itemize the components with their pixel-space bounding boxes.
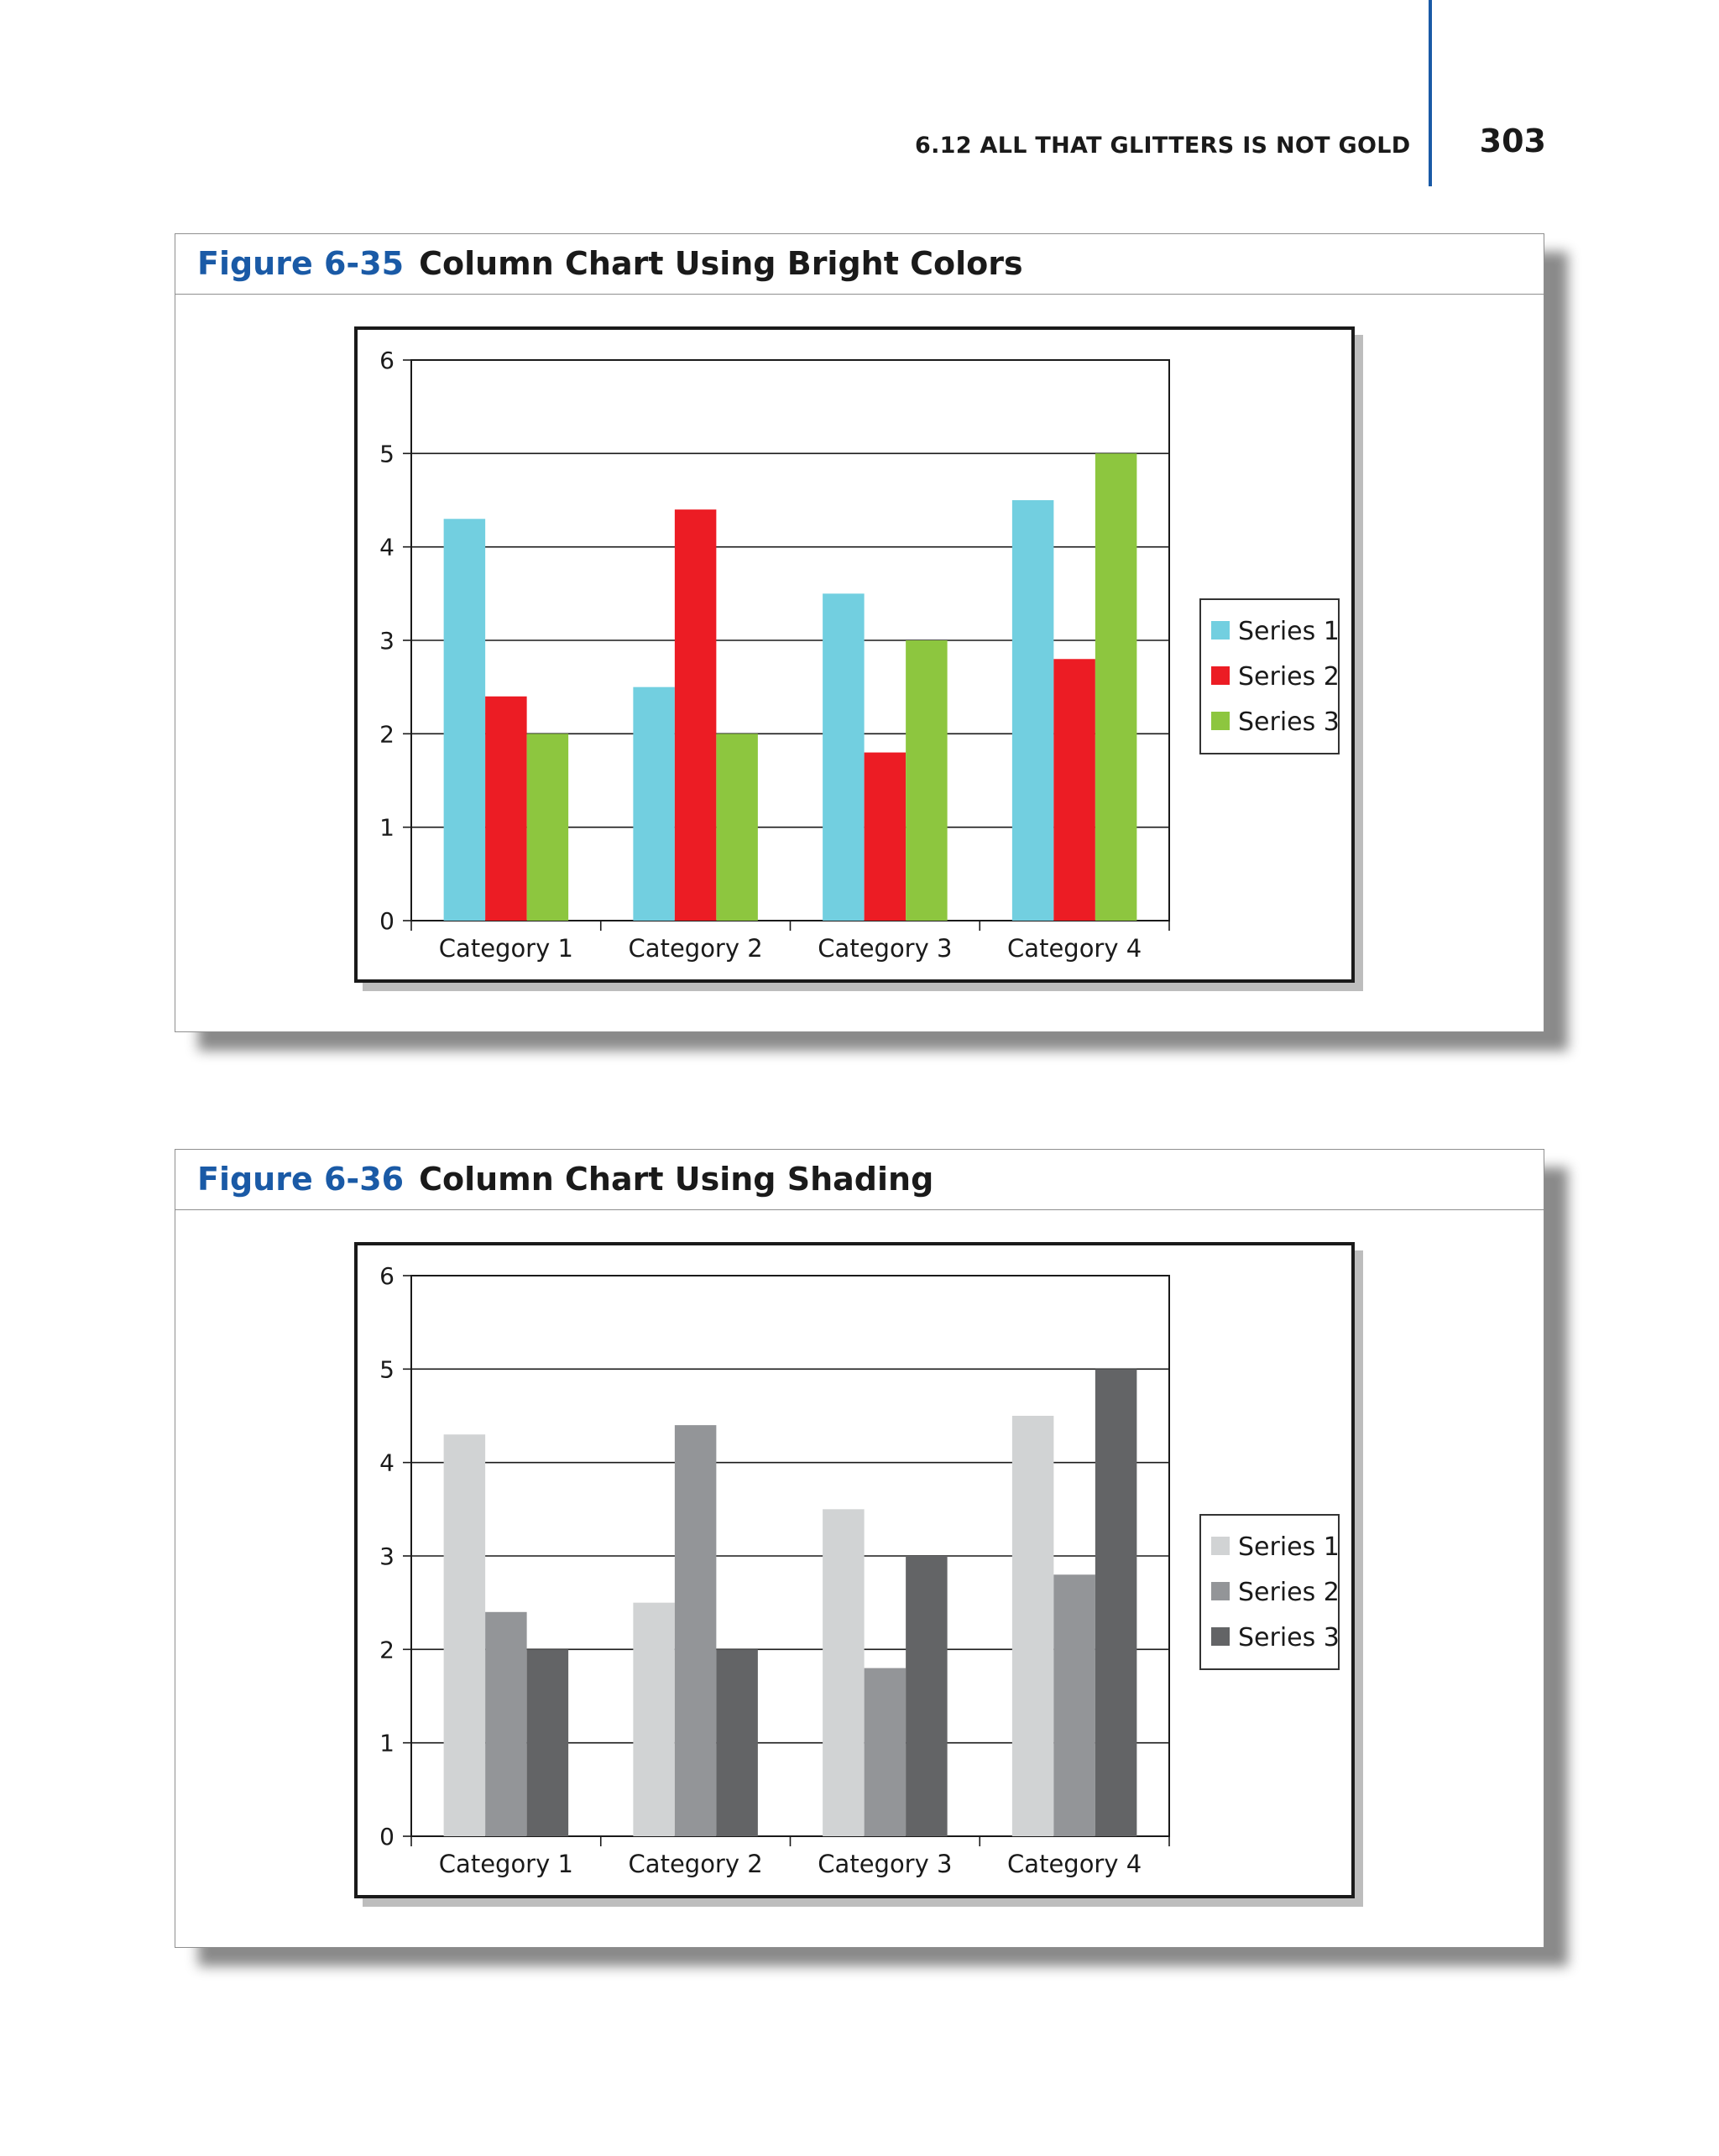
legend-swatch bbox=[1211, 1536, 1230, 1555]
bar-1-2 bbox=[633, 686, 675, 921]
legend-label: Series 2 bbox=[1238, 1578, 1340, 1607]
chart-legend: Series 1 Series 2 Series 3 bbox=[1199, 1514, 1340, 1670]
bar-3-2 bbox=[716, 1649, 758, 1836]
bar-1-3 bbox=[823, 593, 865, 921]
legend-item-series-3: Series 3 bbox=[1211, 706, 1340, 739]
legend-label: Series 3 bbox=[1238, 1623, 1340, 1652]
header-rule bbox=[1429, 0, 1432, 186]
bar-2-3 bbox=[864, 752, 907, 921]
figure-caption: Figure 6-36 Column Chart Using Shading bbox=[175, 1150, 1544, 1210]
bar-2-2 bbox=[674, 509, 717, 921]
x-tick-label: Category 4 bbox=[1007, 1850, 1142, 1878]
bar-3-1 bbox=[526, 1649, 569, 1836]
figure-caption: Figure 6-35 Column Chart Using Bright Col… bbox=[175, 234, 1544, 295]
bar-1-1 bbox=[443, 519, 486, 921]
legend-item-series-2: Series 2 bbox=[1211, 660, 1340, 694]
legend-swatch bbox=[1211, 620, 1230, 639]
x-tick-label: Category 3 bbox=[818, 1850, 952, 1878]
x-tick-label: Category 2 bbox=[629, 934, 763, 963]
y-tick-label: 5 bbox=[379, 1355, 394, 1383]
bar-2-4 bbox=[1053, 659, 1095, 921]
bar-1-3 bbox=[823, 1509, 865, 1836]
y-tick-label: 6 bbox=[379, 1262, 394, 1290]
x-tick-label: Category 1 bbox=[439, 934, 573, 963]
legend-label: Series 1 bbox=[1238, 1532, 1340, 1562]
page-number: 303 bbox=[1479, 123, 1546, 159]
y-tick-label: 6 bbox=[379, 347, 394, 374]
x-tick-label: Category 1 bbox=[439, 1850, 573, 1878]
column-chart-bright: 0 1 2 3 4 5 6 Category 1 Category 2 Category 3 Cat… bbox=[379, 347, 1170, 963]
bar-1-4 bbox=[1011, 1416, 1054, 1836]
bar-2-4 bbox=[1053, 1574, 1095, 1836]
y-tick-label: 5 bbox=[379, 440, 394, 467]
y-tick-label: 4 bbox=[379, 534, 394, 561]
figure-6-35: Figure 6-35 Column Chart Using Bright Col… bbox=[175, 233, 1544, 1032]
legend-item-series-2: Series 2 bbox=[1211, 1576, 1340, 1610]
legend-label: Series 3 bbox=[1238, 707, 1340, 737]
figure-number: Figure 6-36 bbox=[197, 1161, 405, 1198]
figure-6-36: Figure 6-36 Column Chart Using Shading 0 1… bbox=[175, 1149, 1544, 1948]
y-tick-label: 1 bbox=[379, 814, 394, 842]
legend-label: Series 2 bbox=[1238, 662, 1340, 692]
y-tick-label: 0 bbox=[379, 1823, 394, 1851]
bar-2-3 bbox=[864, 1668, 907, 1836]
y-tick-label: 3 bbox=[379, 627, 394, 655]
x-tick-label: Category 4 bbox=[1007, 934, 1142, 963]
figure-title: Column Chart Using Bright Colors bbox=[419, 245, 1023, 282]
x-tick-label: Category 3 bbox=[818, 934, 952, 963]
running-head-section-title: 6.12 ALL THAT GLITTERS IS NOT GOLD bbox=[915, 133, 1411, 159]
y-tick-label: 2 bbox=[379, 720, 394, 748]
y-tick-label: 1 bbox=[379, 1730, 394, 1757]
bar-3-4 bbox=[1095, 1369, 1137, 1836]
bar-1-4 bbox=[1011, 500, 1054, 921]
figure-title: Column Chart Using Shading bbox=[419, 1161, 934, 1198]
y-tick-label: 2 bbox=[379, 1636, 394, 1663]
x-tick-label: Category 2 bbox=[629, 1850, 763, 1878]
chart-frame: 0 1 2 3 4 5 6 Category 1 Category 2 Category 3 Cat… bbox=[354, 1242, 1355, 1898]
legend-label: Series 1 bbox=[1238, 617, 1340, 646]
legend-item-series-3: Series 3 bbox=[1211, 1621, 1340, 1655]
y-tick-label: 3 bbox=[379, 1543, 394, 1570]
bar-1-1 bbox=[443, 1434, 486, 1836]
bar-3-4 bbox=[1095, 453, 1137, 921]
legend-item-series-1: Series 1 bbox=[1211, 1531, 1340, 1564]
chart-legend: Series 1 Series 2 Series 3 bbox=[1199, 598, 1340, 754]
y-tick-label: 4 bbox=[379, 1449, 394, 1477]
bar-2-2 bbox=[674, 1425, 717, 1836]
bar-3-3 bbox=[906, 640, 948, 921]
legend-swatch bbox=[1211, 1626, 1230, 1646]
bar-2-1 bbox=[485, 1611, 527, 1836]
column-chart-shading: 0 1 2 3 4 5 6 Category 1 Category 2 Category 3 Cat… bbox=[379, 1262, 1170, 1878]
y-tick-label: 0 bbox=[379, 907, 394, 935]
chart-frame: 0 1 2 3 4 5 6 Category 1 Category 2 Category 3 Cat… bbox=[354, 326, 1355, 983]
bar-1-2 bbox=[633, 1602, 675, 1836]
legend-swatch bbox=[1211, 666, 1230, 685]
bar-3-1 bbox=[526, 733, 569, 921]
legend-swatch bbox=[1211, 711, 1230, 730]
bar-3-2 bbox=[716, 733, 758, 921]
bar-3-3 bbox=[906, 1556, 948, 1836]
legend-swatch bbox=[1211, 1581, 1230, 1600]
bar-2-1 bbox=[485, 696, 527, 921]
legend-item-series-1: Series 1 bbox=[1211, 615, 1340, 649]
figure-number: Figure 6-35 bbox=[197, 245, 405, 282]
